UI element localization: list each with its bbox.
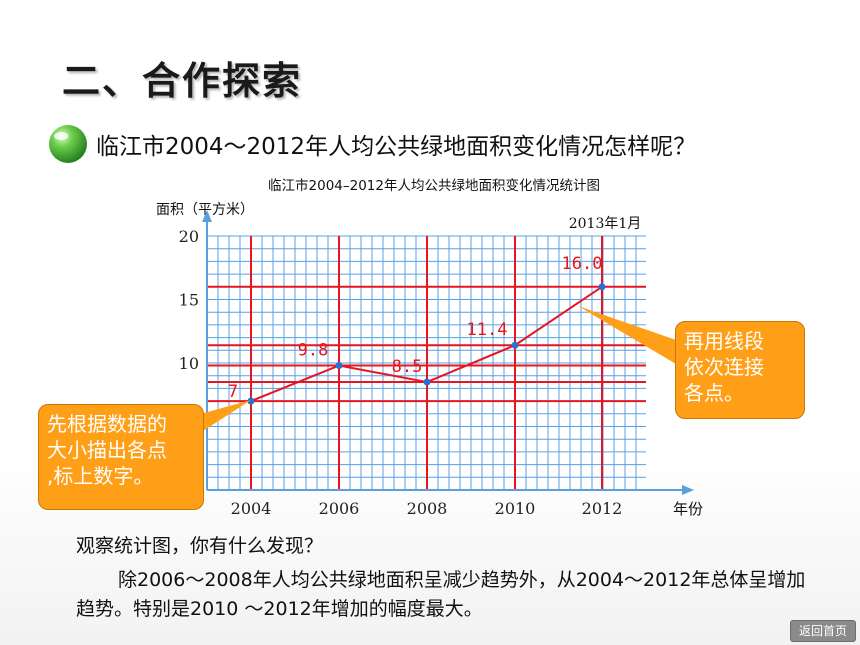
- y-tick-label: 10: [179, 354, 199, 373]
- axes-layer: [202, 210, 694, 495]
- observation-answer: 除2006～2008年人均公共绿地面积呈减少趋势外，从2004～2012年总体呈…: [76, 569, 806, 620]
- data-point: [511, 341, 519, 349]
- x-tick-label: 2008: [407, 499, 448, 518]
- y-tick-label: 15: [179, 291, 199, 310]
- x-axis-label: 年份: [673, 500, 703, 518]
- observation-question: 观察统计图，你有什么发现？: [76, 535, 324, 557]
- corner-note: 2013年1月: [569, 216, 642, 232]
- callout-right-pointer: [578, 306, 676, 364]
- grid-layer: [206, 235, 646, 491]
- x-tick-label: 2004: [231, 499, 272, 518]
- back-home-button[interactable]: 返回首页: [790, 620, 856, 642]
- data-label: 7: [228, 382, 238, 402]
- callout-left-line-2: 大小描出各点: [47, 438, 167, 462]
- ticks-layer: 10 15 20 2004 2006 2008 2010 2012: [179, 227, 623, 518]
- callout-right-line-1: 再用线段: [684, 329, 764, 353]
- page-title: 二、合作探索: [62, 59, 303, 103]
- y-tick-label: 20: [179, 227, 199, 246]
- green-ball-icon: [49, 125, 87, 163]
- callout-right-line-3: 各点。: [684, 381, 744, 405]
- question-text: 临江市2004～2012年人均公共绿地面积变化情况怎样呢？: [96, 134, 697, 160]
- data-point: [247, 397, 255, 405]
- data-point: [598, 283, 606, 291]
- x-tick-label: 2010: [495, 499, 536, 518]
- y-axis-arrow: [202, 210, 212, 222]
- x-axis-arrow: [682, 485, 694, 495]
- data-label: 11.4: [467, 320, 508, 340]
- callout-left: 先根据数据的 大小描出各点 ,标上数字。: [38, 404, 204, 510]
- data-point: [423, 378, 431, 386]
- callout-left-line-3: ,标上数字。: [47, 464, 154, 488]
- x-tick-label: 2006: [319, 499, 360, 518]
- y-axis-label: 面积（平方米）: [156, 202, 254, 218]
- data-point: [335, 362, 343, 370]
- chart-title: 临江市2004–2012年人均公共绿地面积变化情况统计图: [268, 177, 600, 194]
- data-label: 8.5: [392, 357, 423, 377]
- callout-right-line-2: 依次连接: [684, 355, 764, 379]
- x-tick-label: 2012: [582, 499, 623, 518]
- question-row: 临江市2004～2012年人均公共绿地面积变化情况怎样呢？: [48, 124, 696, 164]
- data-label: 16.0: [562, 254, 603, 274]
- data-label: 9.8: [298, 341, 329, 361]
- callout-left-line-1: 先根据数据的: [47, 412, 167, 436]
- callout-right: 再用线段 依次连接 各点。: [675, 321, 805, 419]
